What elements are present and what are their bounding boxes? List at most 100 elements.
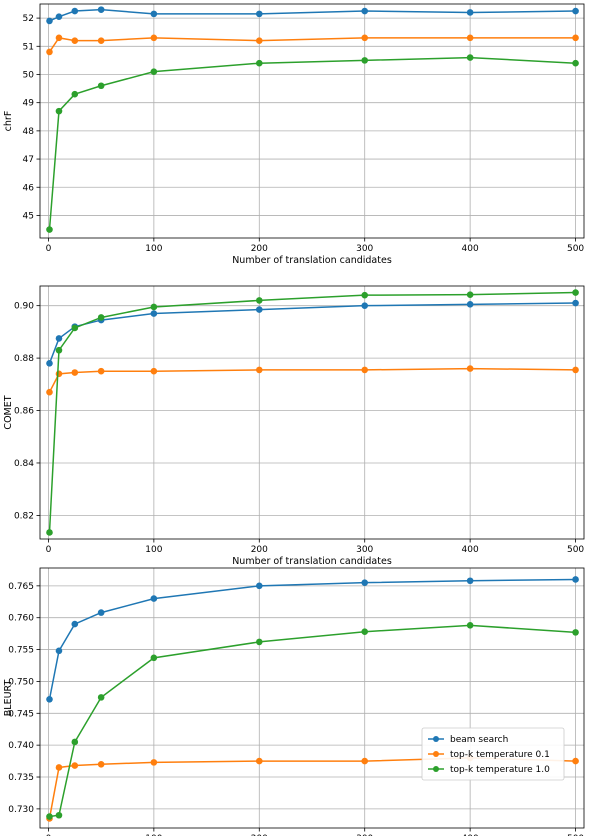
legend-label: top-k temperature 1.0 — [450, 765, 550, 775]
data-point — [361, 579, 369, 586]
data-point — [466, 301, 474, 308]
series-line-3 — [48, 291, 576, 533]
data-point — [55, 34, 63, 42]
data-point — [150, 654, 158, 662]
x-tick-label: 200 — [251, 244, 268, 254]
data-point — [55, 13, 63, 20]
data-point — [150, 303, 158, 311]
legend-label: top-k temperature 0.1 — [450, 750, 550, 760]
x-tick-label: 500 — [567, 834, 584, 836]
data-point — [572, 34, 579, 42]
data-point — [55, 811, 63, 819]
data-point — [361, 57, 369, 64]
x-tick-label: 200 — [251, 834, 268, 836]
data-point — [466, 365, 474, 372]
x-tick-label: 100 — [145, 834, 162, 836]
data-point — [466, 622, 474, 629]
data-point — [255, 297, 263, 304]
data-point — [466, 577, 474, 585]
data-point — [150, 367, 158, 375]
y-tick-label: 52 — [23, 14, 34, 24]
x-tick-label: 100 — [145, 244, 162, 254]
data-point — [46, 813, 53, 820]
data-point — [55, 764, 63, 771]
data-point — [255, 366, 263, 374]
data-point — [71, 369, 79, 376]
y-tick-label: 50 — [23, 70, 35, 80]
data-point — [150, 68, 158, 75]
legend-label: beam search — [450, 735, 508, 745]
legend-box — [421, 727, 565, 781]
y-axis-label: chrF — [3, 111, 14, 132]
y-tick-label: 0.745 — [8, 709, 34, 719]
data-point — [150, 34, 158, 42]
data-point — [150, 10, 158, 18]
x-tick-label: 300 — [356, 545, 373, 555]
data-point — [71, 738, 79, 746]
x-axis-label: Number of translation candidates — [232, 556, 392, 567]
data-point — [55, 647, 63, 655]
data-point — [97, 37, 105, 44]
data-point — [572, 576, 579, 583]
data-point — [46, 360, 53, 367]
x-axis-label: Number of translation candidates — [232, 255, 392, 266]
data-point — [572, 7, 579, 15]
data-point — [46, 388, 53, 396]
data-point — [150, 759, 158, 766]
y-tick-label: 0.740 — [8, 741, 34, 751]
data-point — [97, 82, 105, 90]
x-tick-label: 500 — [567, 244, 584, 254]
data-point — [97, 367, 105, 375]
data-point — [55, 346, 63, 354]
data-point — [572, 629, 579, 636]
y-tick-label: 48 — [23, 127, 35, 137]
data-point — [97, 760, 105, 768]
data-point — [572, 299, 579, 307]
y-tick-label: 45 — [23, 211, 34, 221]
data-point — [71, 90, 79, 98]
data-point — [255, 37, 263, 44]
y-tick-label: 0.765 — [8, 582, 34, 592]
data-point — [46, 48, 53, 56]
x-tick-label: 0 — [46, 244, 52, 254]
data-point — [466, 9, 474, 16]
y-tick-label: 49 — [23, 99, 35, 109]
data-point — [255, 10, 263, 18]
data-point — [361, 291, 369, 299]
data-point — [466, 54, 474, 61]
data-point — [572, 366, 579, 374]
chart-chrf: 0 100 200 300 400 500 45 46 47 48 49 50 51 52 Number o… — [3, 3, 584, 266]
data-point — [55, 335, 63, 342]
data-point — [572, 59, 579, 67]
plot-frame — [39, 567, 585, 829]
data-point — [361, 302, 369, 309]
x-tick-label: 0 — [46, 545, 52, 555]
data-point — [46, 695, 53, 703]
data-point — [71, 620, 79, 628]
data-point — [71, 762, 79, 769]
x-tick-label: 500 — [567, 545, 584, 555]
data-point — [572, 757, 579, 765]
data-point — [466, 34, 474, 42]
data-point — [466, 291, 474, 298]
x-tick-label: 400 — [462, 244, 479, 254]
series-line-2 — [48, 37, 576, 53]
chart-bleurt: 0 100 200 300 400 500 0.730 0.735 0.740 0.745 0.75… — [3, 567, 585, 836]
data-point — [361, 7, 369, 15]
data-point — [71, 37, 79, 44]
series-line-3 — [48, 56, 576, 230]
legend-swatch-marker — [433, 751, 439, 757]
chart-comet: 0 100 200 300 400 500 0.82 0.84 0.86 0.88 0.90 Numb… — [3, 285, 584, 567]
data-point — [361, 366, 369, 374]
data-point — [97, 694, 105, 701]
data-point — [46, 529, 53, 536]
data-point — [150, 595, 158, 602]
y-axis-label: COMET — [3, 395, 14, 429]
y-tick-label: 51 — [23, 42, 34, 52]
data-point — [255, 638, 263, 646]
data-point — [71, 324, 79, 332]
y-tick-label: 0.750 — [8, 677, 34, 687]
x-tick-label: 200 — [251, 545, 268, 555]
data-point — [255, 306, 263, 313]
